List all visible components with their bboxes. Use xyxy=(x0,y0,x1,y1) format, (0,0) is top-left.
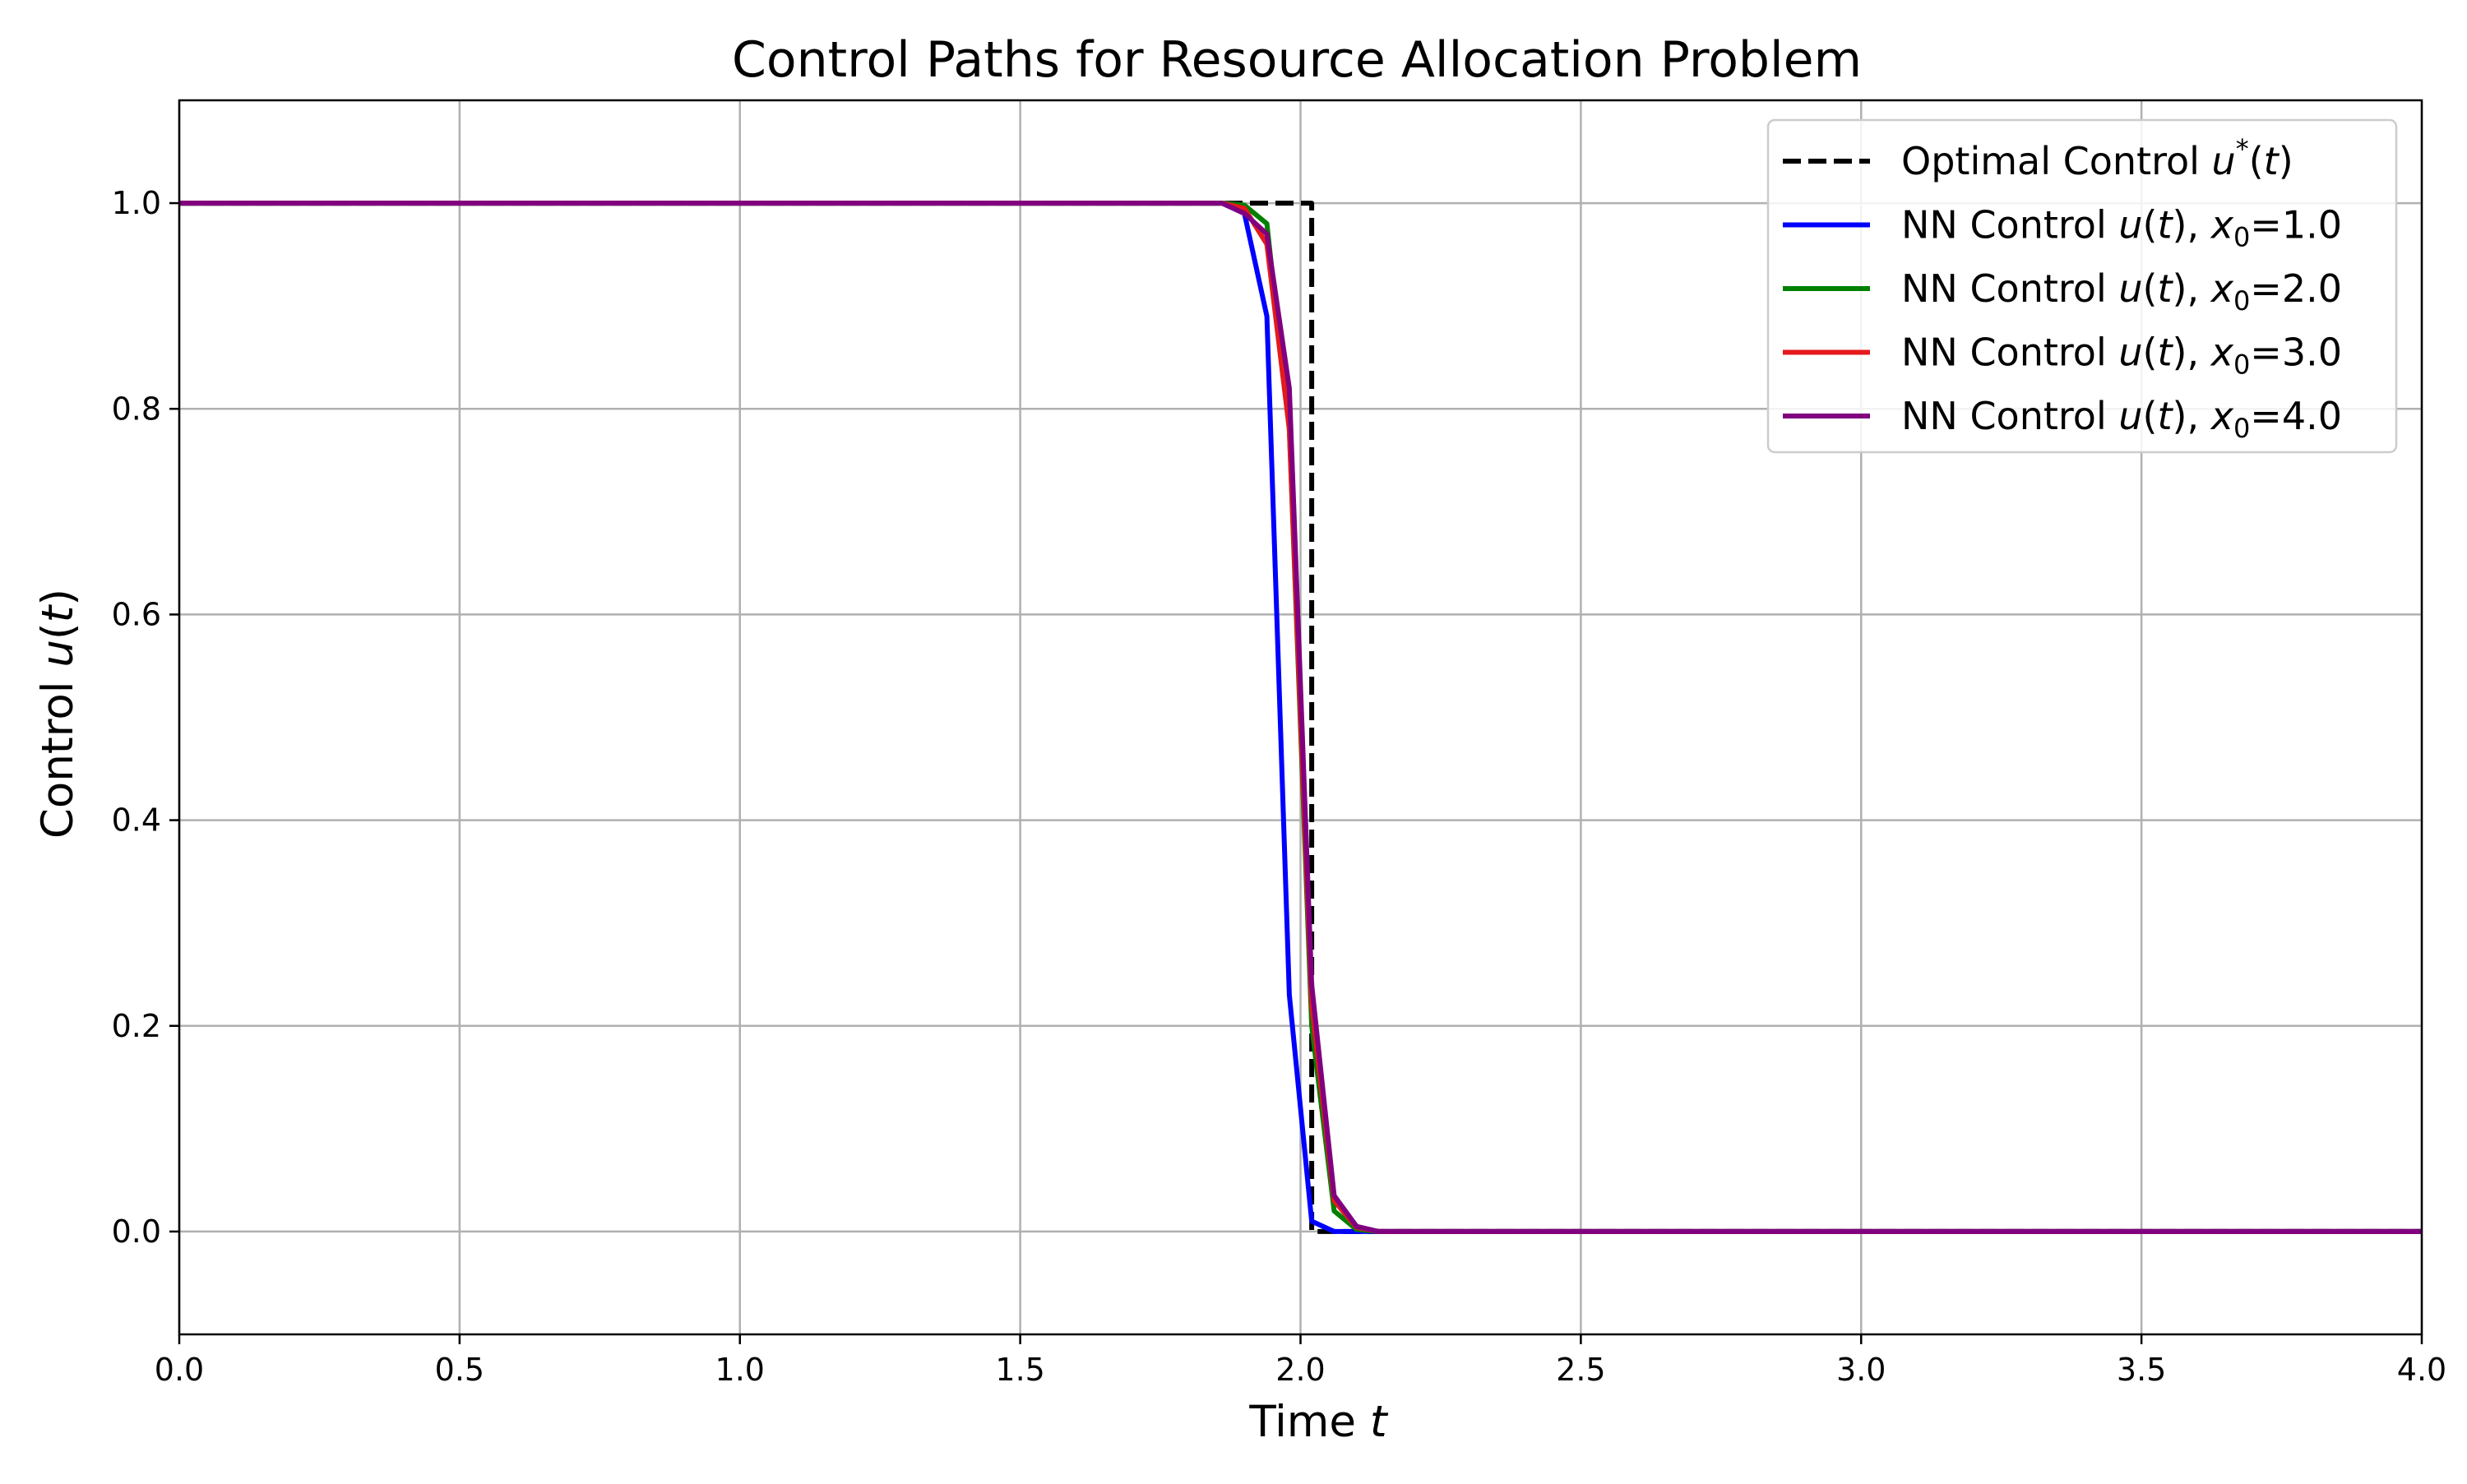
x-tick-label: 3.0 xyxy=(1836,1352,1886,1388)
legend-entry-label: NN Control u(t), x0=2.0 xyxy=(1901,266,2342,317)
x-tick-label: 0.5 xyxy=(435,1352,484,1388)
x-tick-label: 4.0 xyxy=(2397,1352,2446,1388)
y-tick-label: 0.2 xyxy=(112,1008,161,1044)
x-tick-label: 2.0 xyxy=(1275,1352,1325,1388)
axis-ticks: 0.0 0.5 1.0 1.5 2.0 2.5 3.0 3.5 4.0 0.0 0.2 0.4 0.6 0… xyxy=(112,185,2447,1388)
y-tick-label: 0.6 xyxy=(112,596,161,632)
legend-box xyxy=(1766,118,2398,454)
x-axis-label: Time t xyxy=(1248,1397,1389,1447)
y-tick-label: 1.0 xyxy=(112,185,161,221)
x-tick-label: 1.0 xyxy=(715,1352,765,1388)
x-tick-label: 0.0 xyxy=(155,1352,204,1388)
x-tick-label: 3.5 xyxy=(2117,1352,2166,1388)
y-axis-label: Control u(t) xyxy=(33,589,83,839)
legend-entry-label: Optimal Control u*(t) xyxy=(1901,133,2293,183)
y-tick-label: 0.8 xyxy=(112,391,161,427)
legend-entry-label: NN Control u(t), x0=4.0 xyxy=(1901,394,2342,444)
legend: Optimal Control u*(t) NN Control u(t), x0… xyxy=(1766,118,2398,454)
legend-entry-label: NN Control u(t), x0=1.0 xyxy=(1901,203,2342,253)
legend-entry-label: NN Control u(t), x0=3.0 xyxy=(1901,331,2342,381)
chart-title: Control Paths for Resource Allocation Pr… xyxy=(732,31,1862,89)
x-tick-label: 2.5 xyxy=(1556,1352,1605,1388)
x-tick-label: 1.5 xyxy=(995,1352,1044,1388)
series-line xyxy=(179,201,2422,1234)
y-tick-label: 0.4 xyxy=(112,802,161,839)
y-tick-label: 0.0 xyxy=(112,1214,161,1250)
series-lines xyxy=(179,201,2422,1234)
